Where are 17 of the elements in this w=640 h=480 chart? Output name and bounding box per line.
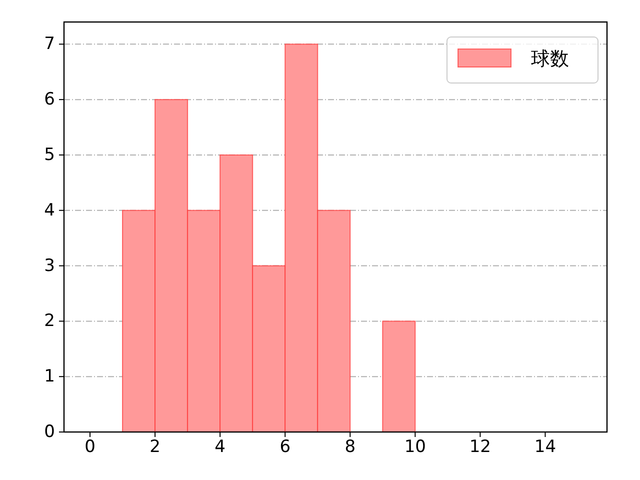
y-tick-label: 6	[44, 90, 55, 110]
y-tick-label: 2	[44, 311, 55, 332]
y-tick-label: 4	[44, 200, 55, 220]
x-tick-label: 2	[150, 437, 160, 457]
x-tick-label: 14	[534, 437, 556, 457]
legend-label: 球数	[531, 48, 569, 70]
x-tick-label: 0	[84, 437, 96, 457]
y-tick-label: 5	[44, 144, 55, 165]
x-tick-label: 8	[344, 437, 356, 457]
y-tick-label: 3	[44, 256, 55, 276]
x-tick-label: 12	[469, 437, 492, 457]
y-tick-label: 0	[44, 422, 55, 442]
x-tick-label: 6	[280, 437, 291, 457]
x-tick-label: 4	[214, 437, 226, 457]
y-tick-label: 7	[44, 34, 55, 54]
y-tick-label: 1	[44, 366, 55, 387]
x-tick-label: 10	[404, 437, 426, 457]
